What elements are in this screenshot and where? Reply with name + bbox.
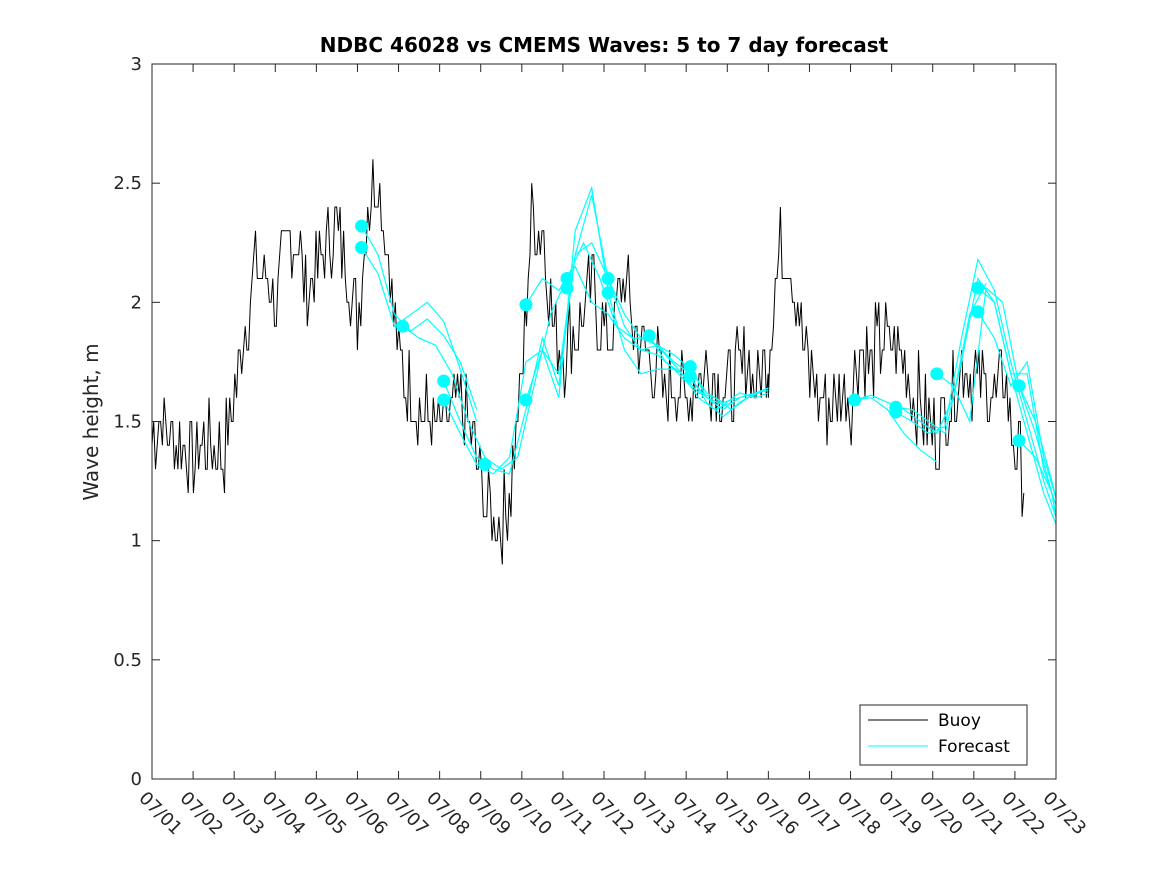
forecast-marker xyxy=(1012,379,1026,393)
forecast-marker xyxy=(601,286,615,300)
forecast-marker xyxy=(437,374,451,388)
forecast-marker xyxy=(437,393,451,407)
forecast-run-line xyxy=(936,286,1057,517)
forecast-marker xyxy=(683,360,697,374)
forecast-marker xyxy=(601,272,615,285)
forecast-marker xyxy=(560,281,574,295)
forecast-marker xyxy=(971,281,985,295)
chart-title: NDBC 46028 vs CMEMS Waves: 5 to 7 day fo… xyxy=(320,33,889,57)
forecast-run-line xyxy=(854,283,987,435)
forecast-run-line xyxy=(361,225,478,410)
forecast-marker xyxy=(889,405,903,419)
forecast-marker xyxy=(355,241,369,255)
forecast-marker xyxy=(930,367,944,381)
y-tick-label: 0.5 xyxy=(113,650,142,671)
legend-box xyxy=(859,704,1028,766)
y-tick-label: 1 xyxy=(131,531,142,552)
forecast-run-line xyxy=(895,276,1057,525)
forecast-run-line xyxy=(977,311,1057,498)
y-axis-label: Wave height, m xyxy=(79,343,103,500)
forecast-marker xyxy=(1012,434,1026,448)
plot-area xyxy=(152,64,1056,779)
series-layer xyxy=(151,159,1057,565)
forecast-run-line xyxy=(895,257,1057,517)
legend: Buoy Forecast xyxy=(859,704,1028,766)
legend-label-buoy: Buoy xyxy=(938,711,981,731)
forecast-marker xyxy=(683,369,697,383)
forecast-marker xyxy=(519,298,533,312)
forecast-marker xyxy=(848,393,862,407)
forecast-run-line xyxy=(854,397,938,463)
forecast-run-line xyxy=(402,278,568,470)
forecast-marker xyxy=(971,305,985,319)
forecast-marker xyxy=(560,272,574,285)
forecast-marker xyxy=(478,457,492,471)
forecast-run-line xyxy=(689,375,769,418)
forecast-run-line xyxy=(443,185,609,475)
forecast-run-line xyxy=(443,194,609,475)
forecast-run-line xyxy=(1018,385,1057,498)
y-tick-label: 1.5 xyxy=(113,412,142,433)
forecast-run-line xyxy=(525,265,691,387)
forecast-run-line xyxy=(361,247,478,422)
forecast-marker xyxy=(642,329,656,343)
y-tick-label: 2.5 xyxy=(113,173,142,194)
forecast-marker xyxy=(355,219,369,233)
forecast-marker xyxy=(519,393,533,407)
forecast-run-line xyxy=(1018,440,1057,517)
y-tick-label: 0 xyxy=(131,769,142,790)
y-tick-label: 3 xyxy=(131,54,142,75)
legend-label-forecast: Forecast xyxy=(938,737,1010,757)
forecast-marker xyxy=(396,319,410,333)
y-tick-label: 2 xyxy=(131,292,142,313)
